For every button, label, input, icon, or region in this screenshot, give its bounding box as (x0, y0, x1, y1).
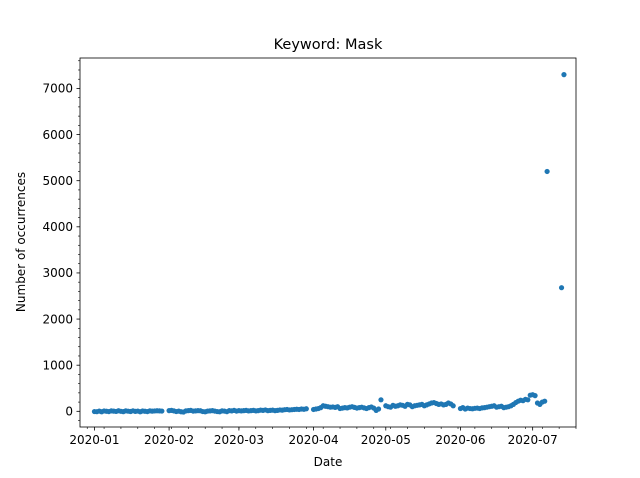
data-point (558, 285, 565, 291)
x-tick-label: 2020-07 (508, 433, 558, 447)
data-point (532, 393, 538, 399)
y-tick-label: 3000 (42, 266, 73, 280)
x-tick-label: 2020-04 (288, 433, 338, 447)
data-point (561, 72, 567, 78)
x-axis-label: Date (314, 455, 343, 469)
x-tick-label: 2020-06 (435, 433, 485, 447)
chart-title: Keyword: Mask (274, 37, 383, 53)
x-axis-ticks: 2020-01 2020-02 2020-03 2020-04 2020-05 2020-… (69, 427, 577, 447)
y-tick-label: 1000 (42, 358, 73, 372)
x-tick-label: 2020-05 (361, 433, 411, 447)
data-point (450, 403, 456, 409)
y-tick-label: 4000 (42, 220, 73, 234)
y-tick-label: 6000 (42, 128, 73, 142)
data-point (542, 398, 548, 404)
y-tick-label: 0 (65, 405, 73, 419)
data-point (378, 397, 384, 403)
data-point (544, 168, 550, 175)
y-tick-label: 2000 (42, 312, 73, 326)
data-points (91, 72, 567, 415)
x-tick-label: 2020-02 (144, 433, 194, 447)
data-point (303, 406, 309, 412)
y-axis-ticks: 0 1000 2000 3000 4000 5000 6000 7000 (42, 60, 80, 421)
data-point (525, 397, 531, 403)
x-tick-label: 2020-01 (69, 433, 119, 447)
y-axis-label: Number of occurrences (14, 172, 28, 312)
data-point (159, 408, 165, 414)
x-tick-label: 2020-03 (214, 433, 264, 447)
y-tick-label: 5000 (42, 174, 73, 188)
data-point (375, 406, 382, 412)
plot-frame (79, 57, 577, 428)
y-tick-label: 7000 (42, 82, 73, 96)
